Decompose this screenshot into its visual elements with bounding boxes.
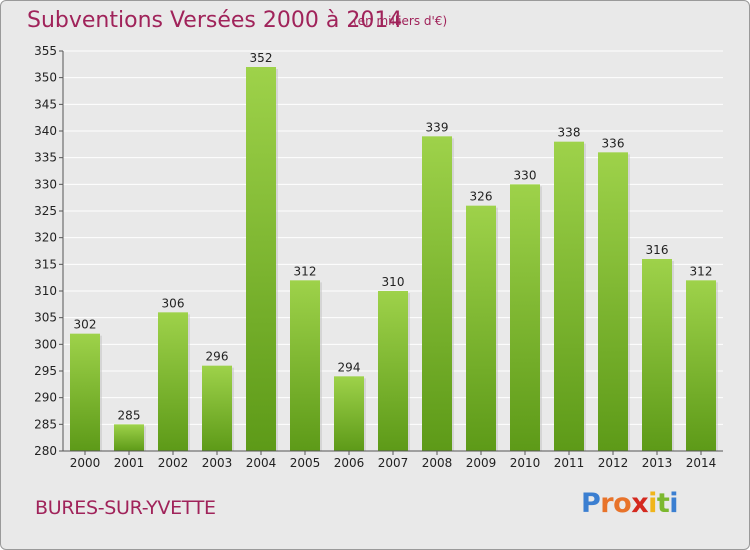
x-tick-label: 2003: [202, 456, 233, 470]
y-axis: 280 285 290 295 300 305 310 315 320 325 330 335 340 3…: [34, 44, 64, 458]
y-tick-label: 340: [34, 124, 57, 138]
bar: [158, 312, 188, 451]
y-tick-label: 305: [34, 311, 57, 325]
logo-letter: x: [631, 488, 649, 519]
bar: [422, 136, 452, 452]
bar-value-label: 339: [426, 120, 449, 134]
bar: [642, 259, 672, 451]
bar-value-label: 336: [602, 136, 625, 150]
bar-value-label: 352: [250, 51, 273, 65]
x-tick-label: 2005: [290, 456, 321, 470]
bar: [334, 376, 364, 451]
x-tick-label: 2004: [246, 456, 277, 470]
x-tick-label: 2012: [598, 456, 629, 470]
bar-value-label: 326: [470, 190, 493, 204]
logo-letter: P: [581, 488, 601, 519]
bar-value-label: 312: [294, 264, 317, 278]
bar-value-label: 316: [646, 243, 669, 257]
y-tick-label: 310: [34, 284, 57, 298]
bars: 302 285 306 296 352 312 294 310 339 326 330 338 336 3…: [70, 51, 718, 452]
x-tick-label: 2011: [554, 456, 585, 470]
bar: [686, 280, 716, 451]
bar-value-label: 310: [382, 275, 405, 289]
logo-letter: o: [613, 488, 632, 519]
proxiti-logo: Proxiti: [581, 488, 679, 519]
y-tick-label: 320: [34, 231, 57, 245]
x-tick-label: 2014: [686, 456, 717, 470]
x-tick-label: 2002: [158, 456, 189, 470]
y-tick-label: 355: [34, 44, 57, 58]
bar: [202, 365, 232, 451]
bar: [290, 280, 320, 451]
x-tick-label: 2009: [466, 456, 497, 470]
bar: [598, 152, 628, 452]
y-tick-label: 330: [34, 177, 57, 191]
y-tick-label: 300: [34, 337, 57, 351]
chart-subtitle: (en milliers d'€): [353, 14, 448, 28]
x-tick-label: 2007: [378, 456, 409, 470]
x-tick-label: 2008: [422, 456, 453, 470]
bar-value-label: 302: [74, 318, 97, 332]
bar: [554, 141, 584, 451]
bar: [466, 205, 496, 451]
bar-value-label: 312: [690, 264, 713, 278]
chart-title: Subventions Versées 2000 à 2014: [27, 8, 403, 33]
bar-value-label: 338: [558, 126, 581, 140]
bar: [246, 67, 276, 451]
bar: [70, 333, 100, 451]
y-tick-label: 280: [34, 444, 57, 458]
bar-value-label: 330: [514, 168, 537, 182]
y-tick-label: 325: [34, 204, 57, 218]
bar: [378, 291, 408, 451]
y-tick-label: 345: [34, 97, 57, 111]
x-axis: 2000 2001 2002 2003 2004 2005 2006 2007 2008 2009…: [63, 450, 723, 470]
y-tick-label: 295: [34, 364, 57, 378]
bar-value-label: 294: [338, 360, 361, 374]
bar-value-label: 306: [162, 296, 185, 310]
y-tick-label: 290: [34, 391, 57, 405]
y-tick-label: 350: [34, 71, 57, 85]
x-tick-label: 2000: [70, 456, 101, 470]
bar-value-label: 285: [118, 408, 141, 422]
y-tick-label: 315: [34, 257, 57, 271]
bar: [114, 424, 144, 451]
bar: [510, 184, 540, 452]
logo-letter: t: [656, 488, 670, 519]
y-tick-label: 285: [34, 417, 57, 431]
x-tick-label: 2010: [510, 456, 541, 470]
x-tick-label: 2001: [114, 456, 145, 470]
logo-letter: r: [600, 488, 614, 519]
location-label: BURES-SUR-YVETTE: [35, 497, 216, 519]
logo-letter: i: [669, 488, 679, 519]
logo-letter: i: [648, 488, 657, 519]
x-tick-label: 2006: [334, 456, 365, 470]
x-tick-label: 2013: [642, 456, 673, 470]
y-tick-label: 335: [34, 151, 57, 165]
bar-value-label: 296: [206, 350, 229, 364]
